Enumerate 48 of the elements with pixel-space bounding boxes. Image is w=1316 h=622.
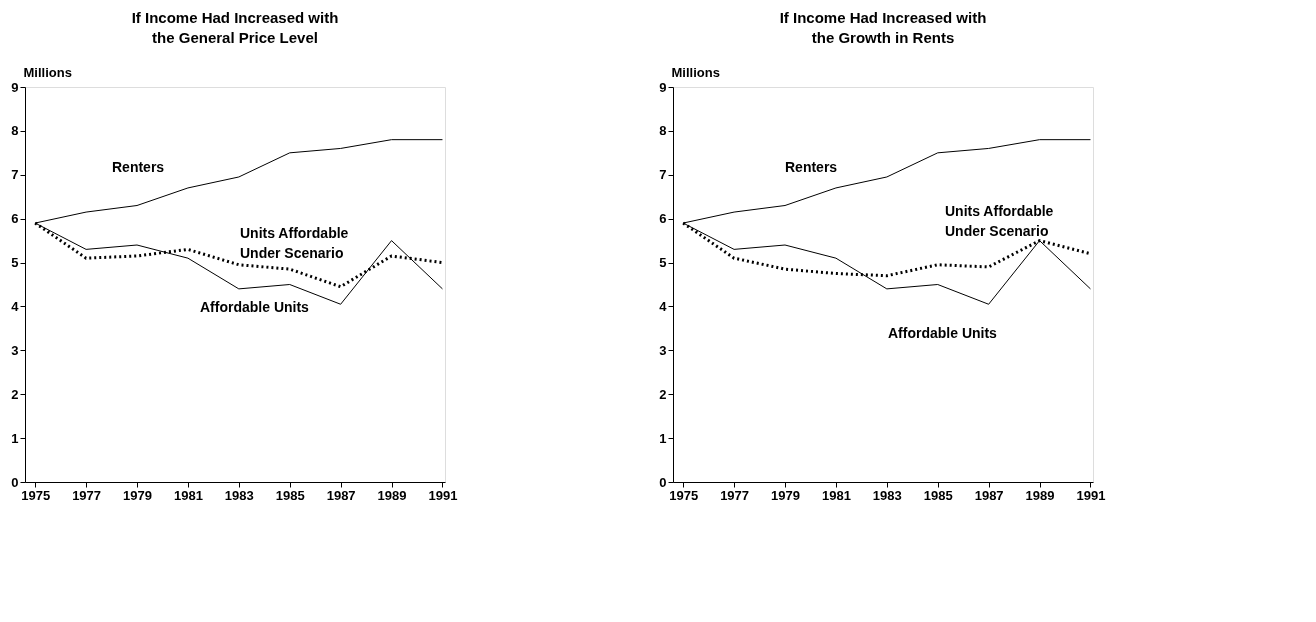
x-tick-label: 1979 <box>123 487 152 503</box>
y-tick-label: 6 <box>659 211 667 227</box>
chart-title: If Income Had Increased with the General Price Level <box>131 9 339 46</box>
x-tick-label: 1981 <box>173 487 203 503</box>
y-tick-label: 8 <box>11 123 19 139</box>
y-tick-label: 1 <box>11 430 19 446</box>
x-tick-label: 1989 <box>377 487 407 503</box>
series-label: Affordable Units <box>200 299 310 315</box>
x-tick-label: 1985 <box>923 487 953 503</box>
x-tick-label: 1975 <box>21 487 51 503</box>
y-tick-label: 5 <box>11 255 19 271</box>
x-tick-label: 1989 <box>1025 487 1055 503</box>
y-tick-label: 4 <box>11 298 20 314</box>
x-tick-label: 1983 <box>872 487 902 503</box>
chart-title: If Income Had Increased with the Growth in Rents <box>779 9 987 46</box>
x-tick-label: 1981 <box>821 487 851 503</box>
x-tick-label: 1977 <box>720 487 750 503</box>
series-label: Affordable Units <box>888 325 998 341</box>
y-tick-label: 7 <box>11 167 19 183</box>
x-tick-label: 1979 <box>771 487 800 503</box>
x-tick-label: 1983 <box>224 487 254 503</box>
series-label: Renters <box>112 159 165 175</box>
series-label: Renters <box>785 159 838 175</box>
y-tick-label: 6 <box>11 211 19 227</box>
series-label: Units Affordable Under Scenario <box>240 225 349 261</box>
x-tick-label: 1987 <box>326 487 356 503</box>
x-tick-label: 1987 <box>974 487 1004 503</box>
y-tick-label: 0 <box>659 474 667 490</box>
x-tick-label: 1977 <box>72 487 102 503</box>
x-tick-label: 1991 <box>1076 487 1106 503</box>
y-tick-label: 2 <box>11 386 19 402</box>
y-tick-label: 4 <box>659 298 668 314</box>
y-tick-label: 0 <box>11 474 19 490</box>
series-label: Units Affordable Under Scenario <box>945 203 1054 239</box>
y-axis-title: Millions <box>671 64 720 80</box>
y-tick-label: 2 <box>659 386 667 402</box>
x-tick-label: 1975 <box>669 487 699 503</box>
x-tick-label: 1991 <box>428 487 458 503</box>
y-tick-label: 3 <box>11 342 19 358</box>
y-tick-label: 9 <box>659 79 667 95</box>
y-tick-label: 8 <box>659 123 667 139</box>
y-axis-title: Millions <box>23 64 72 80</box>
y-tick-label: 9 <box>11 79 19 95</box>
y-tick-label: 5 <box>659 255 667 271</box>
y-tick-label: 1 <box>659 430 667 446</box>
x-tick-label: 1985 <box>275 487 305 503</box>
y-tick-label: 7 <box>659 167 667 183</box>
y-tick-label: 3 <box>659 342 667 358</box>
